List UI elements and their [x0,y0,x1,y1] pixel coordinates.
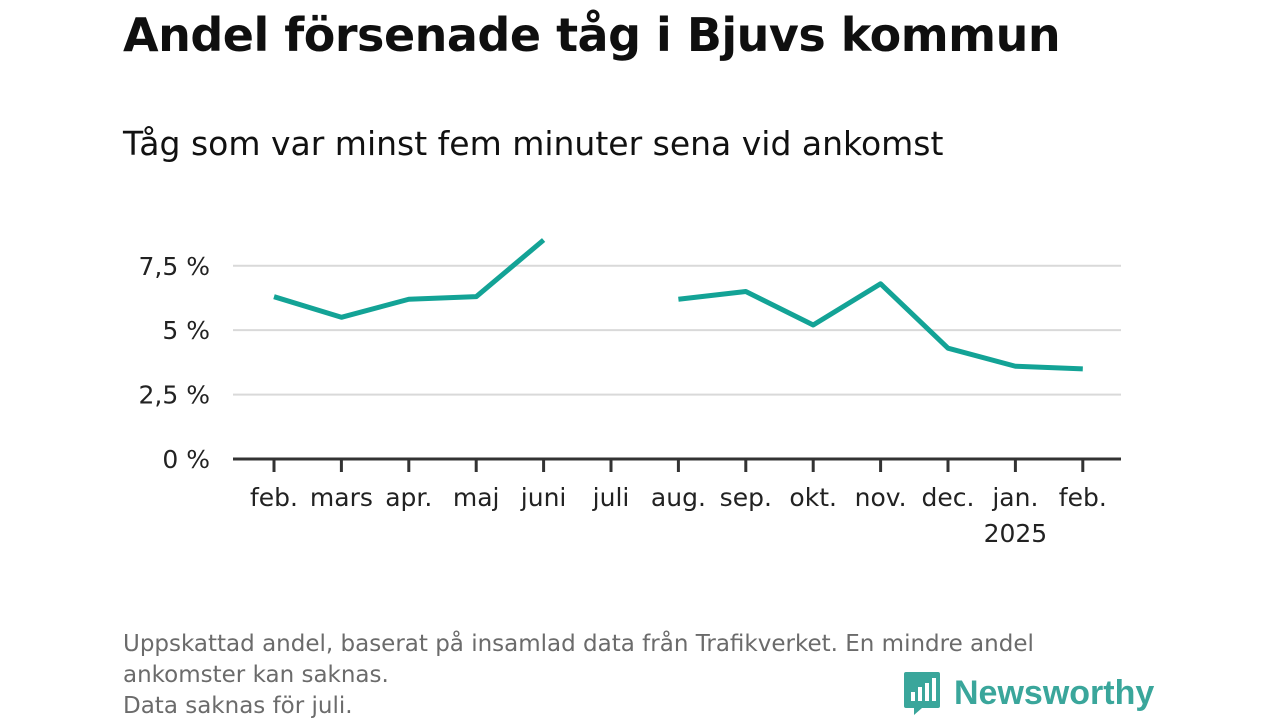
chart-title: Andel försenade tåg i Bjuvs kommun [123,8,1061,62]
x-tick-label: apr. [385,483,432,512]
x-tick-label: aug. [651,483,706,512]
footnote-line-2: ankomster kan saknas. [123,662,389,688]
x-tick-label: dec. [922,483,975,512]
footnote-line-1: Uppskattad andel, baserat på insamlad da… [123,631,1034,657]
x-tick-label: jan. [991,483,1038,512]
brand-name: Newsworthy [954,673,1155,712]
y-tick-label: 2,5 % [139,381,210,410]
x-tick-label: feb. [250,483,298,512]
y-axis-tick-labels: 0 % 2,5 % 5 % 7,5 % [139,252,210,474]
gridlines [233,264,1121,396]
footnote-line-3: Data saknas för juli. [123,693,353,719]
newsworthy-logo-icon [904,672,940,715]
y-tick-label: 5 % [162,316,210,345]
brand: Newsworthy [902,670,1154,716]
x-tick-label: mars [310,483,373,512]
series-line-segment [678,281,1083,372]
x-tick-label: juni [520,483,567,512]
footnote: Uppskattad andel, baserat på insamlad da… [123,629,1173,722]
y-tick-label: 0 % [162,445,210,474]
series-lines [273,238,1083,372]
series-line-segment [273,238,546,320]
x-tick-label: juli [592,483,630,512]
x-year-label: 2025 [984,519,1048,548]
chart-subtitle: Tåg som var minst fem minuter sena vid a… [123,124,944,163]
x-tick-label: okt. [789,483,837,512]
y-tick-label: 7,5 % [139,252,210,281]
x-axis: feb. mars apr. maj juni juli aug. sep. okt. nov. d… [233,457,1121,548]
x-tick-label: maj [453,483,500,512]
x-tick-label: feb. [1059,483,1107,512]
x-tick-label: sep. [720,483,772,512]
x-tick-label: nov. [855,483,907,512]
line-chart: 0 % 2,5 % 5 % 7,5 % feb. mars apr. maj juni juli… [139,238,1121,548]
